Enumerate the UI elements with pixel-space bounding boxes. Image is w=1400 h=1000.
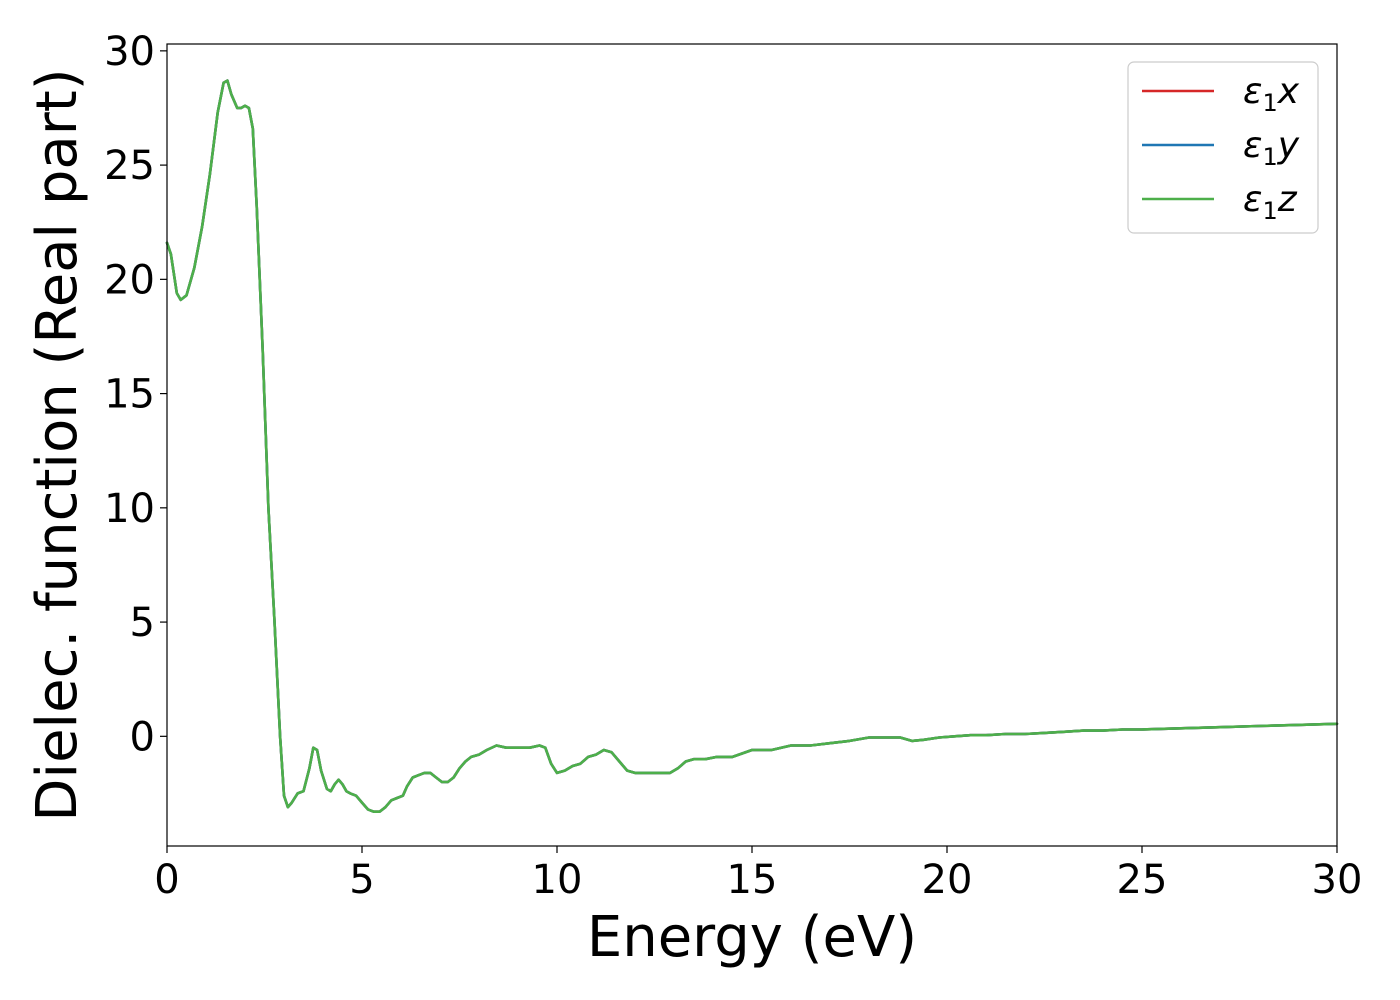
x-tick-label: 30: [1312, 857, 1363, 903]
series-line-z: [165, 79, 1339, 813]
x-axis-label: Energy (eV): [587, 905, 917, 970]
y-tick-label: 30: [104, 29, 155, 75]
x-tick-label: 0: [154, 857, 179, 903]
legend-entry-y: ε1y: [1243, 125, 1300, 171]
y-axis-ticks: 0 5 10 15 20 25 30: [104, 29, 167, 760]
x-tick-label: 15: [727, 857, 778, 903]
y-tick-label: 25: [104, 143, 155, 189]
y-tick-label: 20: [104, 257, 155, 303]
legend-entry-z: ε1z: [1243, 179, 1298, 225]
y-tick-label: 5: [130, 600, 155, 646]
x-tick-label: 25: [1117, 857, 1168, 903]
legend-entry-x: ε1x: [1243, 71, 1300, 117]
y-tick-label: 0: [130, 714, 155, 760]
series-layer: [165, 79, 1339, 813]
x-axis-ticks: 0 5 10 15 20 25 30: [154, 846, 1362, 903]
y-tick-label: 15: [104, 372, 155, 418]
x-tick-label: 10: [532, 857, 583, 903]
x-tick-label: 5: [349, 857, 374, 903]
y-axis-label: Dielec. function (Real part): [25, 68, 90, 821]
legend: ε1x ε1y ε1z: [1127, 61, 1319, 234]
x-tick-label: 20: [922, 857, 973, 903]
legend-box: [1127, 61, 1319, 234]
y-tick-label: 10: [104, 486, 155, 532]
